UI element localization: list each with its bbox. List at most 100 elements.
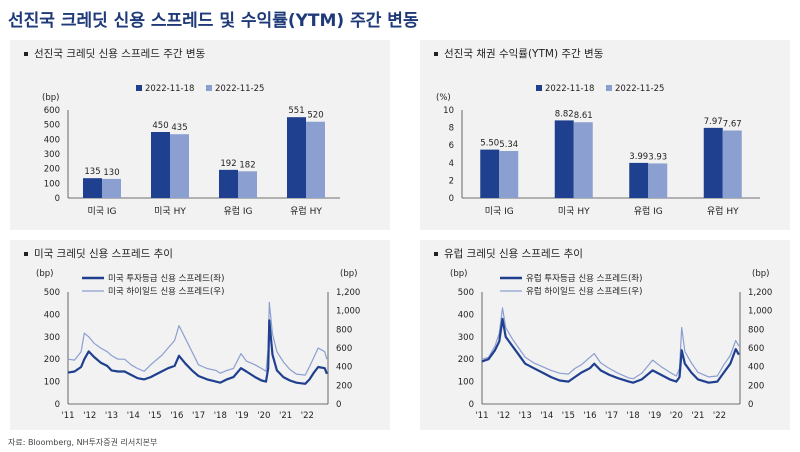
bar xyxy=(306,121,325,198)
x-tick-label: '14 xyxy=(540,411,553,421)
x-tick-label: '20 xyxy=(257,411,270,421)
bar-value-label: 3.99 xyxy=(629,152,648,162)
x-category-label: 유럽 IG xyxy=(634,206,663,217)
left-y-tick-label: 400 xyxy=(458,310,474,320)
x-tick-label: '15 xyxy=(562,411,575,421)
panel-ytm-bar: 선진국 채권 수익률(YTM) 주간 변동 (%) 0 2 4 6 8 10 2022-11-… xyxy=(420,40,790,230)
right-y-tick-label: 1,000 xyxy=(748,307,772,317)
bar xyxy=(480,149,500,198)
x-tick-label: '21 xyxy=(279,411,292,421)
x-category-label: 미국 IG xyxy=(485,206,514,217)
x-category-label: 미국 HY xyxy=(154,206,186,217)
y-tick-label: 300 xyxy=(44,150,60,160)
bar-value-label: 3.93 xyxy=(648,152,667,162)
bar xyxy=(554,120,574,198)
bar-value-label: 450 xyxy=(152,121,168,131)
left-y-tick-label: 200 xyxy=(458,355,474,365)
legend-label: 미국 투자등급 신용 스프레드(좌) xyxy=(108,274,224,284)
bar xyxy=(219,169,238,198)
y-tick-label: 6 xyxy=(449,141,454,151)
left-y-tick-label: 500 xyxy=(44,288,60,298)
legend-label: 2022-11-18 xyxy=(145,84,194,94)
right-y-tick-label: 400 xyxy=(336,363,352,373)
bar-value-label: 130 xyxy=(103,168,119,178)
bar-value-label: 7.67 xyxy=(723,120,742,130)
x-tick-label: '15 xyxy=(148,411,161,421)
y-tick-label: 0 xyxy=(55,194,60,204)
x-tick-label: '12 xyxy=(83,411,96,421)
y-tick-label: 200 xyxy=(44,165,60,175)
left-y-tick-label: 0 xyxy=(55,400,60,410)
legend-label: 미국 하이일드 신용 스프레드(우) xyxy=(108,286,224,297)
bullet-icon xyxy=(24,52,28,56)
legend-swatch xyxy=(206,85,212,91)
x-tick-label: '13 xyxy=(105,411,118,421)
legend-label: 유럽 투자등급 신용 스프레드(좌) xyxy=(526,274,642,284)
x-category-label: 미국 IG xyxy=(87,206,116,217)
bar-value-label: 8.61 xyxy=(574,111,593,121)
bar-value-label: 182 xyxy=(239,160,255,170)
bar xyxy=(573,122,593,198)
x-tick-label: '11 xyxy=(475,411,488,421)
x-category-label: 미국 HY xyxy=(558,206,590,217)
right-y-tick-label: 400 xyxy=(748,363,764,373)
bar xyxy=(83,178,102,198)
chart-title: 유럽 크레딧 신용 스프레드 추이 xyxy=(444,248,583,260)
right-y-tick-label: 200 xyxy=(748,381,764,391)
x-tick-label: '18 xyxy=(627,411,640,421)
bar-value-label: 7.97 xyxy=(704,117,723,127)
y-tick-label: 4 xyxy=(449,159,454,169)
x-tick-label: '20 xyxy=(670,411,683,421)
legend-label: 2022-11-18 xyxy=(545,84,594,94)
bar-chart-spread: (bp) 0 100 200 300 400 500 600 2022-11-18 2022-11… xyxy=(42,84,340,217)
right-y-tick-label: 0 xyxy=(336,400,341,410)
left-y-tick-label: 100 xyxy=(458,378,474,388)
y-axis-unit: (bp) xyxy=(42,93,59,103)
left-y-tick-label: 300 xyxy=(458,333,474,343)
x-tick-label: '21 xyxy=(691,411,704,421)
x-tick-label: '14 xyxy=(127,411,140,421)
legend-label: 유럽 하이일드 신용 스프레드(우) xyxy=(526,286,642,297)
chart-title: 선진국 채권 수익률(YTM) 주간 변동 xyxy=(444,48,604,60)
legend-label: 2022-11-25 xyxy=(615,84,664,94)
series-line-right-axis xyxy=(67,301,328,376)
bar-value-label: 551 xyxy=(288,106,304,116)
left-axis-unit: (bp) xyxy=(450,269,467,279)
x-tick-label: '22 xyxy=(713,411,726,421)
bar-value-label: 5.50 xyxy=(480,139,499,149)
bar-value-label: 8.82 xyxy=(555,109,574,119)
x-tick-label: '16 xyxy=(170,411,183,421)
left-y-tick-label: 500 xyxy=(458,288,474,298)
y-tick-label: 2 xyxy=(449,176,454,186)
bar-value-label: 135 xyxy=(84,167,100,177)
bar xyxy=(648,163,668,198)
bar xyxy=(151,132,170,198)
line-chart-eu-spread: (bp) (bp) 0 100 200 300 400 500 0 200 400 600 800 1,0… xyxy=(450,269,772,421)
right-axis-unit: (bp) xyxy=(752,269,769,279)
x-tick-label: '18 xyxy=(214,411,227,421)
bar-value-label: 5.34 xyxy=(499,140,518,150)
bar xyxy=(629,162,649,198)
right-y-tick-label: 1,000 xyxy=(336,307,360,317)
bar xyxy=(238,171,257,198)
x-tick-label: '11 xyxy=(61,411,74,421)
chart-title: 미국 크레딧 신용 스프레드 추이 xyxy=(34,248,173,260)
bar-value-label: 435 xyxy=(171,123,187,133)
bar xyxy=(287,117,306,198)
x-tick-label: '19 xyxy=(648,411,661,421)
right-y-tick-label: 200 xyxy=(336,381,352,391)
left-y-tick-label: 200 xyxy=(44,355,60,365)
right-y-tick-label: 800 xyxy=(748,325,764,335)
y-tick-label: 10 xyxy=(443,106,454,116)
y-tick-label: 500 xyxy=(44,121,60,131)
bar-chart-ytm: (%) 0 2 4 6 8 10 2022-11-18 2022-11-25 5.50 5.34 미국… xyxy=(436,84,760,217)
left-y-tick-label: 400 xyxy=(44,310,60,320)
right-y-tick-label: 1,200 xyxy=(336,288,360,298)
x-tick-label: '17 xyxy=(605,411,618,421)
legend-swatch xyxy=(136,85,142,91)
x-tick-label: '17 xyxy=(192,411,205,421)
main-title: 선진국 크레딧 신용 스프레드 및 수익률(YTM) 주간 변동 xyxy=(8,11,419,31)
left-y-tick-label: 0 xyxy=(469,400,474,410)
right-y-tick-label: 600 xyxy=(748,344,764,354)
x-category-label: 유럽 IG xyxy=(223,206,252,217)
